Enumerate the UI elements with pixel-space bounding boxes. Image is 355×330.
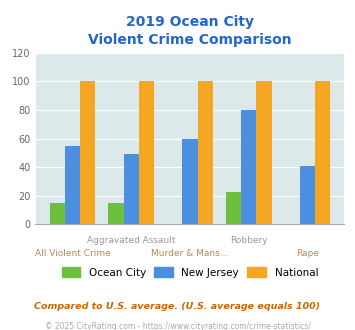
Bar [300,166,315,224]
Text: Robbery: Robbery [230,236,267,245]
Text: Compared to U.S. average. (U.S. average equals 100): Compared to U.S. average. (U.S. average … [34,302,321,311]
Text: Aggravated Assault: Aggravated Assault [87,236,175,245]
Bar [108,203,124,224]
Bar [241,110,256,224]
Bar [198,82,213,224]
Bar [315,82,330,224]
Title: 2019 Ocean City
Violent Crime Comparison: 2019 Ocean City Violent Crime Comparison [88,15,292,48]
Text: All Violent Crime: All Violent Crime [34,249,110,258]
Bar [226,191,241,224]
Legend: Ocean City, New Jersey, National: Ocean City, New Jersey, National [62,267,318,278]
Bar [139,82,154,224]
Bar [50,203,65,224]
Bar [124,154,139,224]
Text: Rape: Rape [296,249,319,258]
Bar [80,82,95,224]
Bar [65,146,80,224]
Bar [256,82,272,224]
Text: Murder & Mans...: Murder & Mans... [151,249,229,258]
Text: © 2025 CityRating.com - https://www.cityrating.com/crime-statistics/: © 2025 CityRating.com - https://www.city… [45,322,310,330]
Bar [182,139,198,224]
